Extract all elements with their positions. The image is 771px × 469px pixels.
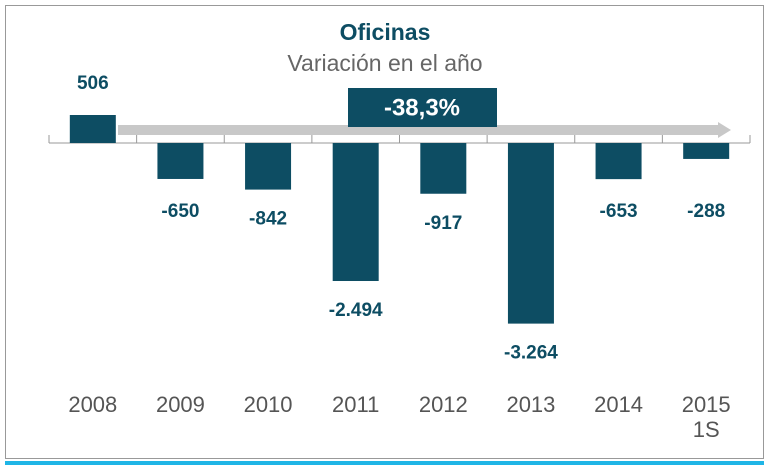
x-tick-label: 2010 — [243, 392, 293, 417]
annotation: -38,3% — [384, 94, 460, 121]
x-tick-label: 2013 — [506, 392, 556, 417]
data-label: -2.494 — [329, 300, 383, 321]
x-tick-label: 2008 — [68, 392, 118, 417]
bar — [683, 143, 730, 159]
data-label: -917 — [424, 213, 462, 234]
chart-subtitle: Variación en el año — [287, 50, 482, 76]
data-label: -653 — [600, 201, 638, 222]
x-tick-label: 2012 — [418, 392, 468, 417]
bar — [245, 143, 292, 190]
data-label: -288 — [687, 201, 725, 222]
x-tick-label: 2015 1S — [681, 392, 731, 442]
data-label: -650 — [161, 201, 199, 222]
bar — [507, 143, 554, 324]
bar — [595, 143, 642, 180]
arrow-head — [718, 122, 731, 138]
data-label: 506 — [77, 73, 109, 94]
x-tick-label: 2009 — [155, 392, 205, 417]
bar — [157, 143, 204, 179]
bar — [420, 143, 467, 194]
bar — [332, 143, 379, 282]
chart-title: Oficinas — [340, 19, 431, 45]
frame — [5, 5, 764, 459]
bar — [69, 115, 116, 143]
data-label: -3.264 — [504, 343, 558, 364]
x-tick-label: 2011 — [332, 392, 380, 417]
data-label: -842 — [249, 209, 287, 230]
x-tick-label: 2014 — [594, 392, 644, 417]
annotation-box — [348, 88, 497, 127]
